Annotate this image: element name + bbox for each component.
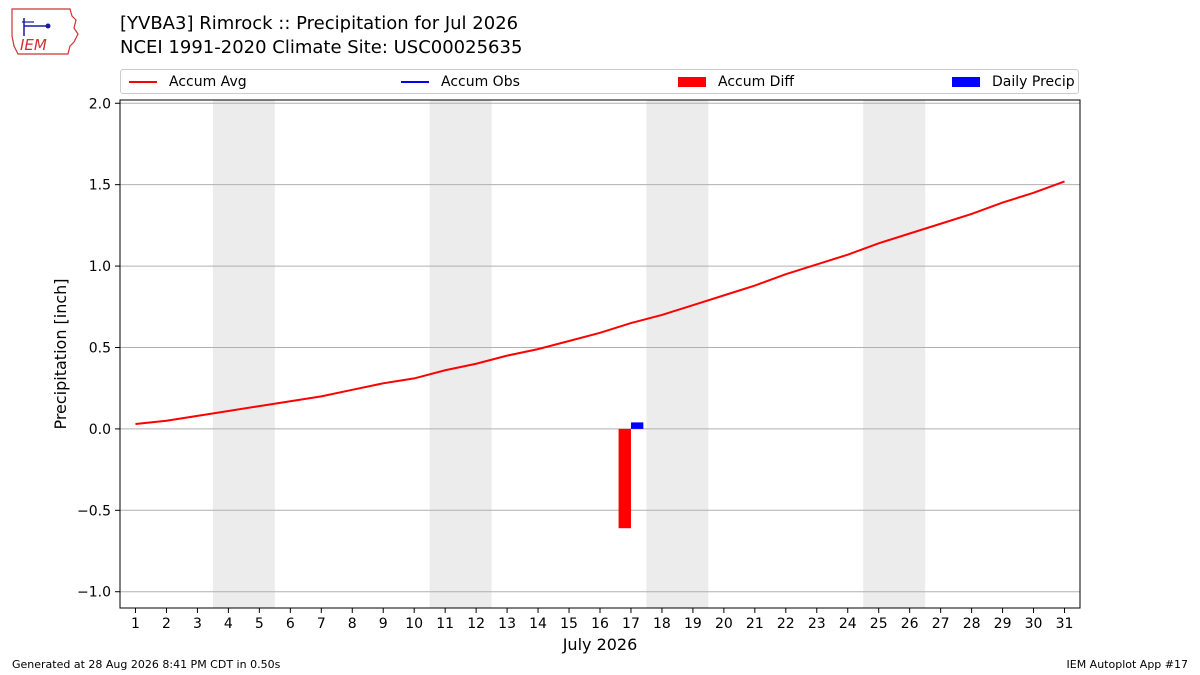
weekend-band-0 [212, 100, 275, 608]
legend-item-accum-obs: Accum Obs [401, 73, 520, 91]
x-tick-label-26: 27 [932, 616, 950, 632]
x-tick-label-24: 25 [870, 616, 888, 632]
x-tick-label-6: 7 [317, 616, 326, 632]
legend-item-daily-precip: Daily Precip [952, 73, 1075, 91]
y-tick-label-1: −0.5 [77, 503, 111, 519]
title-line-1: [YVBA3] Rimrock :: Precipitation for Jul… [120, 13, 519, 34]
weekend-band-2 [646, 100, 709, 608]
y-tick-label-3: 0.5 [89, 340, 111, 356]
x-tick-label-20: 21 [746, 616, 764, 632]
x-tick-label-16: 17 [622, 616, 640, 632]
weekend-band-3 [863, 100, 926, 608]
y-tick-label-4: 1.0 [89, 259, 111, 275]
x-tick-label-11: 12 [467, 616, 485, 632]
legend-swatch-daily-precip [952, 77, 980, 87]
x-tick-label-17: 18 [653, 616, 671, 632]
x-tick-label-4: 5 [255, 616, 264, 632]
legend-item-accum-diff: Accum Diff [678, 73, 794, 91]
x-axis-label: July 2026 [562, 635, 638, 654]
x-tick-label-10: 11 [436, 616, 454, 632]
y-tick-label-2: 0.0 [89, 422, 111, 438]
x-tick-label-7: 8 [348, 616, 357, 632]
line-accum-avg [135, 180, 1065, 426]
legend-label-accum-diff: Accum Diff [718, 74, 795, 90]
x-tick-label-13: 14 [529, 616, 547, 632]
x-axis-ticks: 1 2 3 4 5 6 7 8 9 10 11 12 13 14 15 16 17 18 19 20 21 22 23 24 2… [131, 608, 1073, 632]
x-tick-label-5: 6 [286, 616, 295, 632]
logo-text: IEM [20, 36, 47, 54]
x-tick-label-25: 26 [901, 616, 919, 632]
bar-accum-diff-0 [618, 428, 631, 529]
legend-swatch-accum-diff [678, 77, 706, 87]
weekend-band-1 [429, 100, 492, 608]
legend-swatch-accum-avg [129, 81, 157, 83]
x-tick-label-28: 29 [994, 616, 1012, 632]
x-tick-label-8: 9 [379, 616, 388, 632]
x-tick-label-3: 4 [224, 616, 233, 632]
x-tick-label-9: 10 [405, 616, 423, 632]
chart-title: [YVBA3] Rimrock :: Precipitation for Jul… [120, 12, 522, 60]
x-tick-label-27: 28 [963, 616, 981, 632]
lines [135, 180, 1065, 426]
legend-label-daily-precip: Daily Precip [992, 74, 1075, 90]
x-tick-label-29: 30 [1025, 616, 1043, 632]
legend: Accum Avg Accum Obs Accum Diff Daily Pre… [120, 69, 1079, 94]
y-axis-label: Precipitation [inch] [51, 278, 70, 429]
legend-swatch-accum-obs [401, 81, 429, 83]
legend-label-accum-obs: Accum Obs [441, 74, 520, 90]
y-gridlines [120, 102, 1080, 593]
x-tick-label-14: 15 [560, 616, 578, 632]
bars [618, 422, 644, 529]
iem-logo: IEM [8, 6, 80, 58]
bar-daily-precip-0 [630, 422, 644, 429]
generated-timestamp: Generated at 28 Aug 2026 8:41 PM CDT in … [12, 658, 281, 671]
legend-item-accum-avg: Accum Avg [129, 73, 247, 91]
x-tick-label-2: 3 [193, 616, 202, 632]
title-line-2: NCEI 1991-2020 Climate Site: USC00025635 [120, 37, 523, 58]
y-tick-label-6: 2.0 [89, 96, 111, 112]
y-tick-label-5: 1.5 [89, 178, 111, 194]
x-tick-label-30: 31 [1056, 616, 1074, 632]
weekend-shading [212, 100, 926, 608]
x-tick-label-15: 16 [591, 616, 609, 632]
x-tick-label-21: 22 [777, 616, 795, 632]
plot-frame [119, 99, 1081, 609]
app-id: IEM Autoplot App #17 [1066, 658, 1189, 671]
legend-label-accum-avg: Accum Avg [169, 74, 247, 90]
y-axis-ticks: −1.0 −0.5 0.0 0.5 1.0 1.5 2.0 [77, 96, 120, 601]
x-tick-label-23: 24 [839, 616, 857, 632]
x-tick-label-0: 1 [131, 616, 140, 632]
x-tick-label-12: 13 [498, 616, 516, 632]
iem-logo-graphic: IEM [11, 8, 79, 55]
x-tick-label-1: 2 [162, 616, 171, 632]
x-tick-label-22: 23 [808, 616, 826, 632]
x-tick-label-19: 20 [715, 616, 733, 632]
y-tick-label-0: −1.0 [77, 585, 111, 601]
x-tick-label-18: 19 [684, 616, 702, 632]
